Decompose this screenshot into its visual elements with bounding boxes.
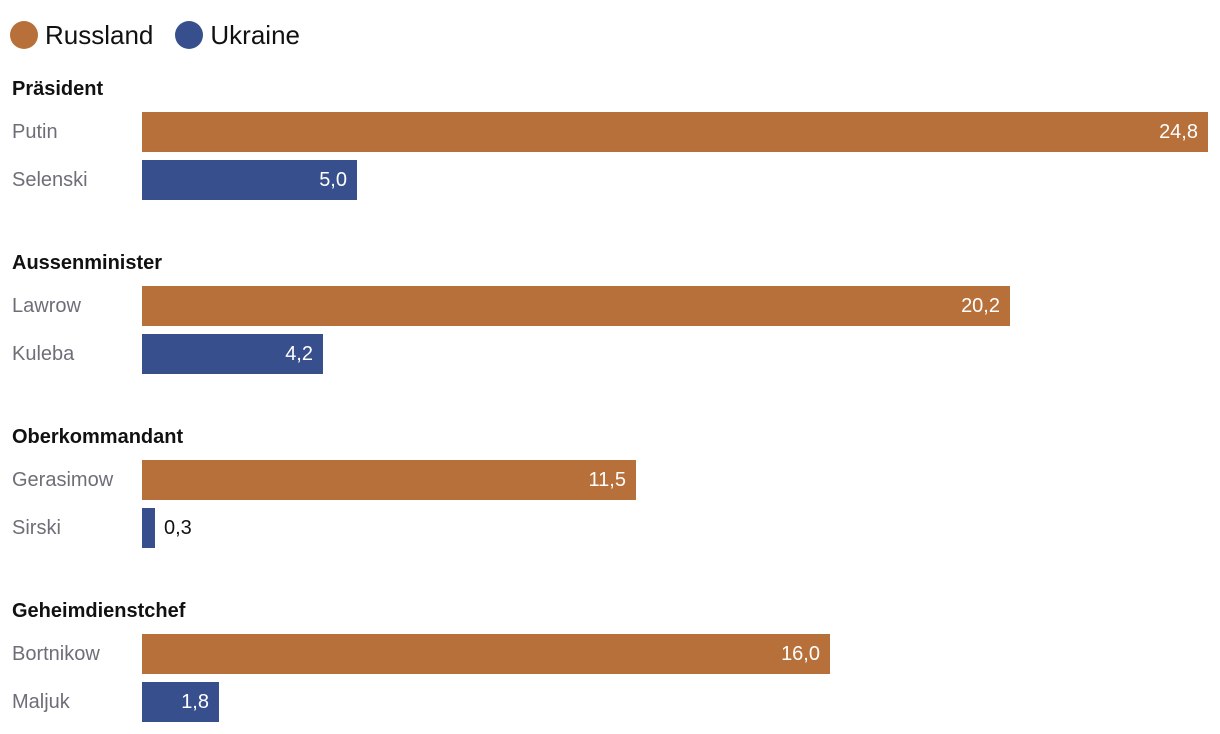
group-title: Präsident (12, 78, 104, 100)
legend-label-russland: Russland (45, 19, 154, 50)
bar-value-label: 5,0 (319, 169, 347, 191)
row-label: Maljuk (12, 691, 70, 713)
row-label: Lawrow (12, 295, 81, 317)
legend-dot-russland (10, 21, 38, 49)
row-label: Kuleba (12, 343, 75, 365)
bar (142, 112, 1208, 152)
bar (142, 682, 219, 722)
bar-value-label: 4,2 (285, 343, 313, 365)
bar-value-label: 1,8 (181, 691, 209, 713)
bar-value-label: 16,0 (781, 643, 820, 665)
bar (142, 286, 1010, 326)
legend-label-ukraine: Ukraine (210, 19, 300, 50)
bar (142, 634, 830, 674)
row-label: Putin (12, 121, 58, 143)
bar (142, 460, 636, 500)
bar-value-label: 11,5 (588, 469, 626, 491)
legend: Russland Ukraine (10, 18, 322, 52)
group-title: Aussenminister (12, 252, 163, 274)
bar-value-label: 20,2 (961, 295, 1000, 317)
bar-value-label: 0,3 (164, 517, 192, 539)
row-label: Sirski (12, 517, 61, 539)
legend-item-ukraine: Ukraine (175, 20, 300, 51)
row-label: Selenski (12, 169, 88, 191)
legend-item-russland: Russland (10, 20, 153, 51)
bar (142, 508, 155, 548)
row-label: Gerasimow (12, 469, 114, 491)
row-label: Bortnikow (12, 643, 100, 665)
bar (142, 334, 323, 374)
legend-dot-ukraine (175, 21, 204, 49)
bar (142, 160, 357, 200)
bar-value-label: 24,8 (1159, 121, 1198, 143)
group-title: Geheimdienstchef (12, 600, 186, 622)
group-title: Oberkommandant (12, 426, 184, 448)
